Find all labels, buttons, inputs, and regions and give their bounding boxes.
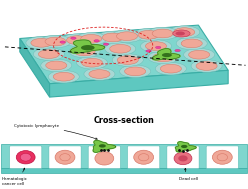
Ellipse shape — [102, 33, 123, 42]
Ellipse shape — [111, 30, 142, 43]
Ellipse shape — [84, 68, 115, 80]
Polygon shape — [175, 142, 196, 152]
Ellipse shape — [141, 40, 172, 52]
Ellipse shape — [103, 43, 109, 45]
Ellipse shape — [116, 32, 137, 40]
Polygon shape — [152, 49, 180, 60]
Ellipse shape — [48, 70, 79, 83]
Ellipse shape — [81, 45, 95, 50]
Ellipse shape — [41, 59, 72, 72]
Text: Hematologic
cancer cell: Hematologic cancer cell — [2, 168, 28, 186]
Text: Cross-section: Cross-section — [93, 116, 155, 125]
Ellipse shape — [212, 150, 232, 164]
Ellipse shape — [176, 37, 207, 50]
Ellipse shape — [74, 47, 95, 56]
Polygon shape — [93, 140, 116, 152]
Ellipse shape — [188, 50, 210, 59]
Ellipse shape — [153, 53, 174, 62]
Ellipse shape — [16, 151, 35, 164]
FancyBboxPatch shape — [49, 146, 81, 169]
Ellipse shape — [60, 41, 65, 43]
Ellipse shape — [175, 49, 180, 52]
Ellipse shape — [53, 72, 74, 81]
Polygon shape — [50, 70, 228, 97]
Ellipse shape — [176, 32, 185, 36]
Ellipse shape — [95, 152, 114, 165]
Ellipse shape — [134, 150, 154, 164]
Ellipse shape — [20, 153, 31, 161]
Ellipse shape — [69, 45, 100, 58]
Ellipse shape — [38, 50, 60, 58]
Ellipse shape — [169, 26, 200, 38]
Ellipse shape — [40, 35, 71, 48]
Ellipse shape — [146, 42, 167, 50]
Ellipse shape — [160, 64, 181, 73]
Ellipse shape — [181, 145, 187, 148]
Ellipse shape — [173, 30, 190, 37]
Polygon shape — [70, 40, 105, 53]
Ellipse shape — [181, 39, 202, 48]
Ellipse shape — [133, 29, 164, 41]
Ellipse shape — [67, 36, 88, 44]
Ellipse shape — [89, 70, 110, 78]
Ellipse shape — [76, 33, 107, 45]
Ellipse shape — [55, 150, 75, 164]
Text: Cytotoxic lymphocyte: Cytotoxic lymphocyte — [14, 124, 97, 139]
Ellipse shape — [26, 36, 57, 49]
Ellipse shape — [162, 53, 172, 57]
Bar — [1, 144, 247, 168]
Ellipse shape — [33, 48, 64, 60]
Ellipse shape — [191, 60, 222, 72]
Ellipse shape — [196, 62, 217, 70]
Ellipse shape — [120, 65, 151, 78]
Ellipse shape — [81, 34, 102, 43]
Polygon shape — [20, 39, 50, 97]
Ellipse shape — [148, 51, 179, 64]
Ellipse shape — [152, 29, 173, 38]
Ellipse shape — [184, 48, 215, 61]
Ellipse shape — [62, 34, 93, 46]
Ellipse shape — [97, 31, 128, 44]
FancyBboxPatch shape — [10, 146, 42, 169]
Ellipse shape — [45, 37, 66, 46]
Polygon shape — [20, 25, 228, 84]
FancyBboxPatch shape — [167, 146, 199, 169]
Bar — [1, 168, 247, 173]
Text: Dead cell: Dead cell — [179, 168, 198, 181]
Ellipse shape — [94, 40, 99, 42]
Ellipse shape — [155, 46, 161, 49]
Ellipse shape — [178, 155, 188, 161]
Ellipse shape — [174, 152, 192, 165]
FancyBboxPatch shape — [88, 146, 121, 169]
FancyBboxPatch shape — [127, 146, 160, 169]
Ellipse shape — [125, 67, 146, 76]
Ellipse shape — [46, 61, 67, 70]
Ellipse shape — [146, 50, 151, 52]
Ellipse shape — [147, 27, 178, 40]
Ellipse shape — [99, 144, 106, 148]
Ellipse shape — [112, 54, 143, 66]
Ellipse shape — [110, 44, 131, 53]
Ellipse shape — [155, 62, 186, 75]
Ellipse shape — [174, 28, 195, 36]
Ellipse shape — [117, 56, 138, 64]
Ellipse shape — [76, 57, 108, 69]
Ellipse shape — [105, 43, 136, 55]
Ellipse shape — [71, 37, 76, 39]
Ellipse shape — [138, 30, 159, 39]
Ellipse shape — [31, 38, 52, 47]
FancyBboxPatch shape — [206, 146, 238, 169]
Ellipse shape — [81, 58, 103, 67]
